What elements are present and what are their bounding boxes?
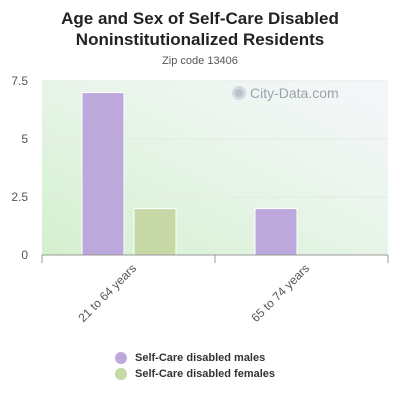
watermark: City-Data.com [232, 85, 339, 101]
y-tick-label: 2.5 [11, 190, 28, 204]
legend-item-females: Self-Care disabled females [115, 366, 275, 382]
bar-males [81, 92, 125, 256]
x-category-label: 65 to 74 years [248, 261, 312, 325]
legend-label-males: Self-Care disabled males [135, 352, 266, 364]
y-tick-label: 5 [21, 132, 28, 146]
legend-label-females: Self-Care disabled females [135, 368, 276, 380]
x-category-label: 21 to 64 years [75, 261, 139, 325]
watermark-text: City-Data.com [250, 85, 339, 101]
legend-item-males: Self-Care disabled males [115, 350, 275, 366]
bar-females [133, 208, 177, 256]
city-data-logo-icon [232, 86, 246, 100]
legend-swatch-females [115, 368, 127, 380]
y-tick-label: 7.5 [11, 74, 28, 88]
y-tick-label: 0 [21, 248, 28, 262]
legend-swatch-males [115, 352, 127, 364]
chart-title: Age and Sex of Self-Care Disabled Nonins… [61, 9, 339, 49]
bar-males [254, 208, 298, 256]
legend: Self-Care disabled males Self-Care disab… [115, 350, 275, 382]
chart-subtitle: Zip code 13406 [162, 55, 238, 67]
